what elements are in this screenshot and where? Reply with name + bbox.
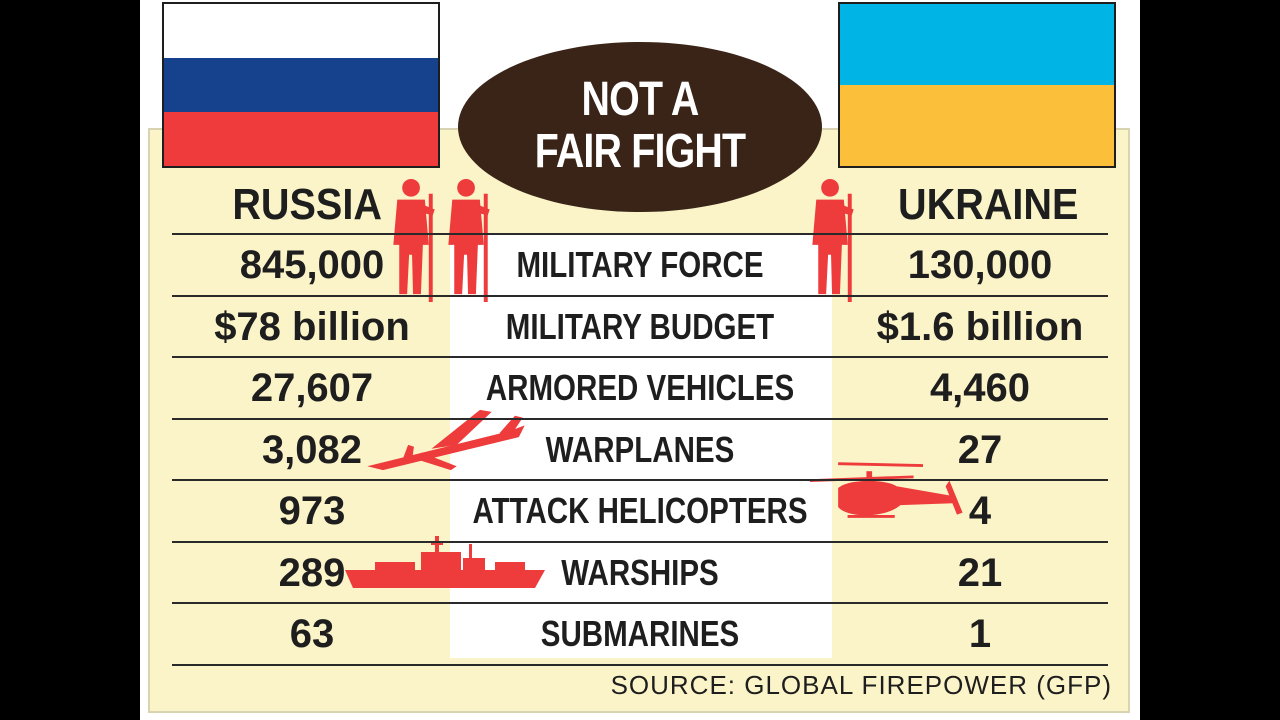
ukraine-value: 130,000 bbox=[907, 243, 1053, 287]
russia-value: 845,000 bbox=[239, 243, 385, 287]
russia-flag bbox=[162, 2, 440, 168]
ukraine-value: 1 bbox=[968, 612, 992, 656]
infographic: NOT A FAIR FIGHT RUSSIA UKRAINE bbox=[140, 0, 1140, 720]
ukraine-flag-yellow-stripe bbox=[840, 85, 1114, 166]
row-divider bbox=[172, 602, 1108, 604]
soldier-icon bbox=[393, 178, 435, 303]
category-label: MILITARY FORCE bbox=[516, 244, 764, 285]
russia-value: $78 billion bbox=[214, 305, 410, 349]
title-badge bbox=[458, 42, 822, 212]
country-russia: RUSSIA bbox=[232, 180, 382, 229]
ukraine-value: 4 bbox=[968, 489, 992, 533]
warship-icon bbox=[345, 536, 545, 588]
title-line-1: NOT A bbox=[581, 73, 700, 126]
ukraine-flag bbox=[838, 2, 1116, 168]
source-note: SOURCE: GLOBAL FIREPOWER (GFP) bbox=[610, 670, 1112, 700]
russia-flag-red-stripe bbox=[164, 112, 438, 166]
category-label: ARMORED VEHICLES bbox=[485, 367, 795, 408]
row-divider bbox=[172, 541, 1108, 543]
ukraine-flag-blue-stripe bbox=[840, 4, 1114, 85]
row-divider bbox=[172, 356, 1108, 358]
row-divider bbox=[172, 295, 1108, 297]
ukraine-value: 4,460 bbox=[929, 366, 1031, 410]
category-label: WARSHIPS bbox=[561, 552, 719, 593]
category-label: ATTACK HELICOPTERS bbox=[472, 490, 808, 531]
ukraine-value: $1.6 billion bbox=[876, 305, 1084, 349]
category-label: SUBMARINES bbox=[540, 613, 740, 654]
row-divider bbox=[172, 233, 1108, 235]
russia-value: 973 bbox=[278, 489, 346, 533]
row-divider bbox=[172, 418, 1108, 420]
ukraine-value: 27 bbox=[957, 428, 1003, 472]
russia-flag-white-stripe bbox=[164, 4, 438, 58]
russia-flag-blue-stripe bbox=[164, 58, 438, 112]
row-divider bbox=[172, 479, 1108, 481]
category-label: WARPLANES bbox=[545, 429, 735, 470]
category-label: MILITARY BUDGET bbox=[505, 306, 775, 347]
title-line-2: FAIR FIGHT bbox=[534, 125, 746, 178]
country-ukraine: UKRAINE bbox=[898, 180, 1079, 229]
russia-value: 289 bbox=[278, 551, 346, 595]
russia-value: 27,607 bbox=[250, 366, 374, 410]
ukraine-value: 21 bbox=[957, 551, 1003, 595]
russia-value: 3,082 bbox=[261, 428, 363, 472]
russia-value: 63 bbox=[289, 612, 335, 656]
soldier-icon bbox=[448, 178, 490, 303]
soldier-icon bbox=[812, 178, 854, 303]
row-divider bbox=[172, 664, 1108, 666]
